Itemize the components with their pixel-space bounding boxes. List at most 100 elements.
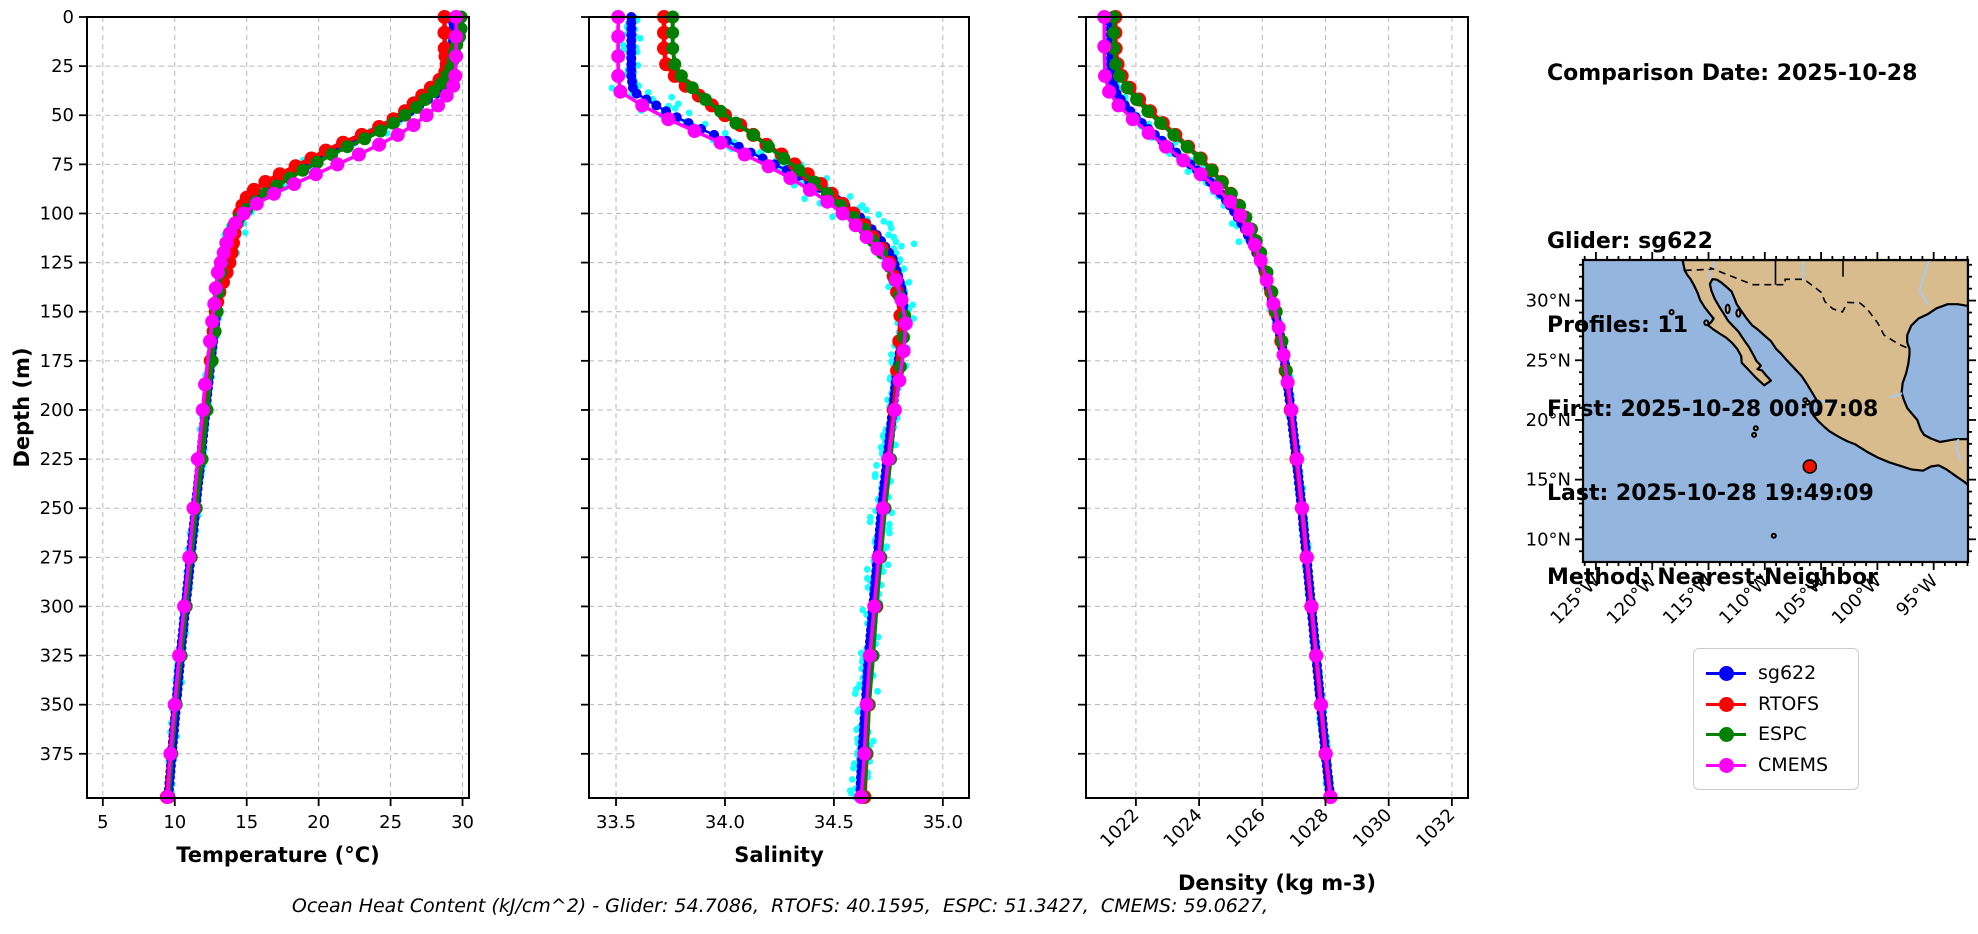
svg-text:325: 325 [40,646,74,667]
svg-text:30: 30 [451,812,474,833]
temperature-profile-ticks [79,16,464,806]
map-island [1770,532,1777,539]
svg-text:225: 225 [40,449,74,470]
legend-item-cmems: CMEMS [1706,751,1846,779]
series-cmems [611,10,913,804]
svg-text:275: 275 [40,547,74,568]
legend-label-cmems: CMEMS [1758,753,1829,776]
svg-text:1026: 1026 [1223,805,1270,852]
temperature-profile-plot: 0 25 50 75 100 125 150 175 200 225 250 275 300 325 350… [10,7,474,867]
map-river [1818,399,1838,407]
svg-text:25: 25 [51,56,74,77]
svg-text:100: 100 [40,203,74,224]
svg-text:250: 250 [40,498,74,519]
svg-text:0: 0 [63,7,74,28]
map-river [1802,260,1806,280]
svg-text:10°N: 10°N [1526,529,1571,550]
series-sg622 [626,12,909,801]
map-island [1668,309,1675,316]
temperature-profile-ylabel: Depth (m) [10,347,34,467]
density-profile-grid [1086,16,1468,798]
density-profile-raw-scatter [1106,14,1335,801]
svg-text:1032: 1032 [1412,805,1459,852]
svg-text:50: 50 [51,105,74,126]
map-island [1724,303,1731,315]
map-country-border [1684,266,1910,350]
salinity-profile-xlabel: Salinity [734,843,824,867]
density-profile-axes-frame [1085,16,1469,799]
svg-text:175: 175 [40,351,74,372]
svg-text:25: 25 [379,812,402,833]
map-island [1703,319,1710,327]
svg-text:20°N: 20°N [1526,410,1571,431]
profiles-text: Profiles: 11 [1547,313,1689,338]
series-cmems [1097,10,1338,804]
method-text: Method: Nearest-Neighbor [1547,565,1878,590]
map-island [1804,399,1811,406]
map-river [1918,260,1931,306]
legend-label-sg622: sg622 [1758,662,1817,684]
temperature-profile-tick-labels: 0 25 50 75 100 125 150 175 200 225 250 275 300 325 350… [40,7,474,833]
legend-line-marker-rtofs [1706,695,1746,713]
legend: sg622 RTOFS ESPC CMEMS [1693,648,1859,790]
map-island [1752,425,1759,432]
svg-text:75: 75 [51,154,74,175]
series-cmems [160,10,464,804]
map-ticks [1575,252,1976,570]
first-profile-text: First: 2025-10-28 00:07:08 [1547,397,1879,422]
legend-item-espc: ESPC [1706,720,1846,748]
temperature-profile-axes-frame [86,16,470,799]
glider-station-marker [1802,459,1818,474]
ocean-heat-content-text: Ocean Heat Content (kJ/cm^2) - Glider: 5… [291,895,1269,917]
svg-text:10: 10 [163,812,186,833]
density-profile-tick-labels: 1022 1024 1026 1028 1030 1032 [1096,805,1459,852]
series-sg622 [1105,12,1335,801]
svg-text:33.5: 33.5 [596,812,636,833]
temperature-profile-xlabel: Temperature (°C) [176,843,379,867]
map-river [1889,392,1903,399]
svg-text:350: 350 [40,695,74,716]
salinity-profile-ticks [581,16,944,806]
legend-label-espc: ESPC [1758,723,1807,746]
density-profile-ticks [1078,16,1453,806]
legend-item-rtofs: RTOFS [1706,690,1846,718]
svg-text:1022: 1022 [1096,805,1143,852]
svg-text:35.0: 35.0 [923,812,963,833]
svg-text:150: 150 [40,302,74,323]
map-layers [1668,260,1968,539]
svg-text:15°N: 15°N [1526,470,1571,491]
svg-text:5: 5 [97,812,108,833]
legend-line-marker-espc [1706,725,1746,743]
density-profile-xlabel: Density (kg m-3) [1178,871,1376,895]
svg-text:20: 20 [307,812,330,833]
svg-text:375: 375 [40,744,74,765]
glider-text: Glider: sg622 [1547,229,1713,254]
comparison-date-text: Comparison Date: 2025-10-28 [1547,61,1918,86]
info-panel: Comparison Date: 2025-10-28 Glider: sg62… [1547,4,1967,620]
svg-text:1028: 1028 [1286,805,1333,852]
salinity-profile-tick-labels: 33.5 34.0 34.5 35.0 [596,812,963,833]
salinity-profile-axes-frame [588,16,970,799]
svg-text:34.5: 34.5 [814,812,854,833]
legend-item-sg622: sg622 [1706,659,1846,687]
map-land-mexico [1681,260,1968,487]
legend-line-marker-cmems [1706,756,1746,774]
svg-text:1024: 1024 [1159,805,1206,852]
density-profile-plot: 1022 1024 1026 1028 1030 1032 Density (kg m-3) [1078,10,1469,895]
svg-text:34.0: 34.0 [705,812,745,833]
svg-text:300: 300 [40,596,74,617]
map-island [1735,308,1742,318]
svg-text:15: 15 [235,812,258,833]
svg-text:30°N: 30°N [1526,291,1571,312]
info-spacer [1547,144,1967,172]
legend-line-marker-sg622 [1706,664,1746,682]
svg-text:125: 125 [40,253,74,274]
salinity-profile-grid [589,16,969,798]
salinity-profile-plot: 33.5 34.0 34.5 35.0 Salinity [581,10,970,867]
last-profile-text: Last: 2025-10-28 19:49:09 [1547,481,1874,506]
map-island [1751,431,1758,438]
svg-text:25°N: 25°N [1526,350,1571,371]
svg-text:200: 200 [40,400,74,421]
